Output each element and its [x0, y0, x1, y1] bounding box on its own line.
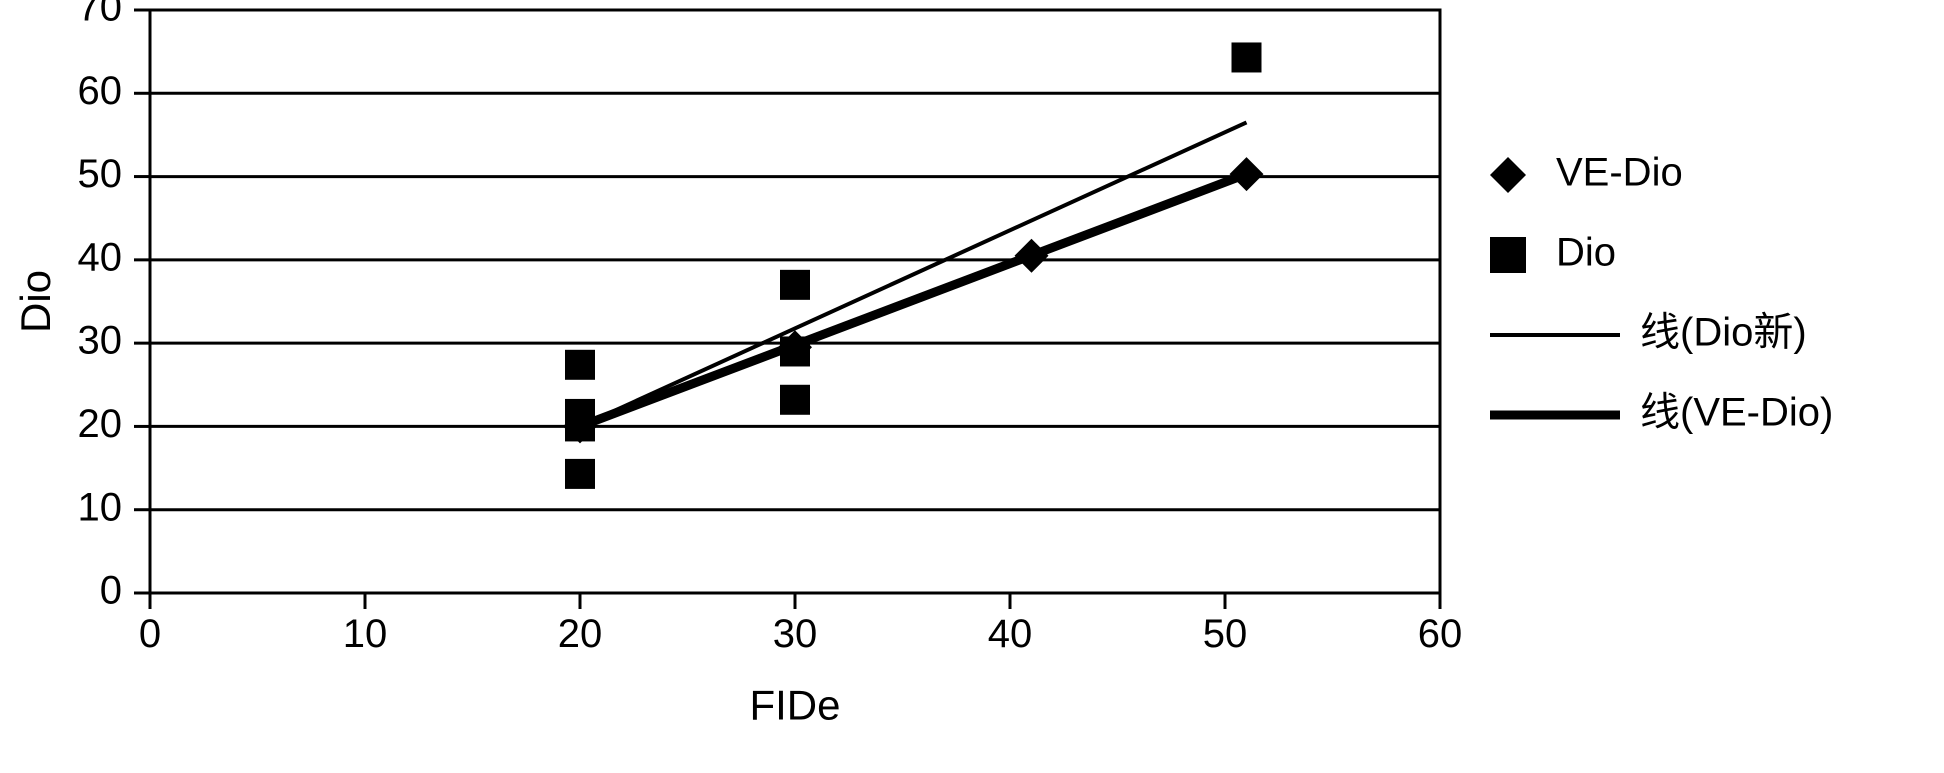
legend-label: 线(VE-Dio) [1640, 391, 1833, 435]
legend-label: Dio [1556, 231, 1616, 275]
x-axis-label: FIDe [749, 681, 840, 728]
x-tick-label: 10 [343, 612, 388, 656]
marker-dio [780, 385, 810, 415]
x-tick-label: 0 [139, 612, 161, 656]
y-tick-label: 50 [78, 152, 123, 196]
chart-container: 0 10 20 30 40 50 60 70 0 10 20 30 40 50 60 FIDe Dio VE-Di… [0, 0, 1944, 773]
x-tick-label: 60 [1418, 612, 1463, 656]
x-tick-label: 50 [1203, 612, 1248, 656]
y-tick-label: 10 [78, 485, 123, 529]
marker-dio [1232, 42, 1262, 72]
y-tick-label: 60 [78, 69, 123, 113]
y-tick-label: 0 [100, 569, 122, 613]
marker-dio [780, 336, 810, 366]
x-tick-label: 20 [558, 612, 603, 656]
legend-label: VE-Dio [1556, 151, 1683, 195]
y-tick-label: 70 [78, 0, 123, 30]
y-axis-label: Dio [12, 270, 59, 333]
chart-svg: 0 10 20 30 40 50 60 70 0 10 20 30 40 50 60 FIDe Dio VE-Di… [0, 0, 1944, 773]
x-tick-label: 40 [988, 612, 1033, 656]
y-tick-label: 30 [78, 319, 123, 363]
legend-swatch-ve-dio [1490, 157, 1526, 193]
x-tick-label: 30 [773, 612, 818, 656]
marker-dio [565, 459, 595, 489]
marker-dio [565, 399, 595, 429]
y-tick-label: 40 [78, 235, 123, 279]
y-tick-label: 20 [78, 402, 123, 446]
marker-dio [780, 270, 810, 300]
legend-label: 线(Dio新) [1640, 311, 1807, 355]
marker-dio [565, 350, 595, 380]
legend-swatch-dio [1490, 237, 1526, 273]
plot-area [150, 10, 1440, 593]
